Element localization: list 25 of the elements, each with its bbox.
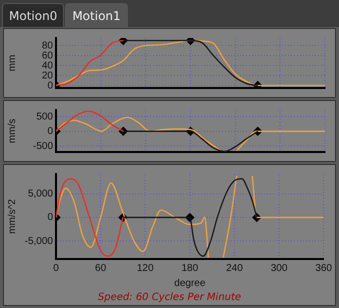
x-tick-label: 180 — [181, 262, 199, 274]
y-tick-label: 20 — [42, 70, 54, 82]
y-tick-label: -500 — [32, 140, 54, 152]
x-tick-label: 240 — [226, 262, 244, 274]
y-tick-label: 5,000 — [28, 188, 54, 200]
text: Motion0 — [2, 3, 64, 27]
line-series — [56, 40, 325, 86]
x-tick-label: 360 — [315, 262, 332, 274]
text: Motion1 — [65, 3, 128, 27]
y-tick-label: 80 — [42, 40, 54, 52]
y-axis-title: mm/s — [6, 118, 18, 144]
text: Speed: 60 Cycles Per Minute — [96, 291, 242, 305]
x-tick-label: 300 — [270, 262, 288, 274]
y-axis-title: mm/s^2 — [6, 198, 18, 234]
y-tick-label: 40 — [42, 60, 54, 72]
y-tick-label: 0 — [47, 212, 54, 224]
x-tick-label: 120 — [136, 262, 154, 274]
x-tick-label: 60 — [95, 262, 107, 274]
y-tick-label: 0 — [47, 126, 54, 138]
y-tick-label: 500 — [36, 111, 54, 122]
y-tick-label: 60 — [42, 50, 54, 62]
y-axis-title: mm — [6, 54, 18, 72]
y-tick-label: 0 — [47, 80, 54, 92]
y-tick-label: -5,000 — [24, 236, 54, 247]
x-axis-title: degree — [174, 278, 206, 289]
